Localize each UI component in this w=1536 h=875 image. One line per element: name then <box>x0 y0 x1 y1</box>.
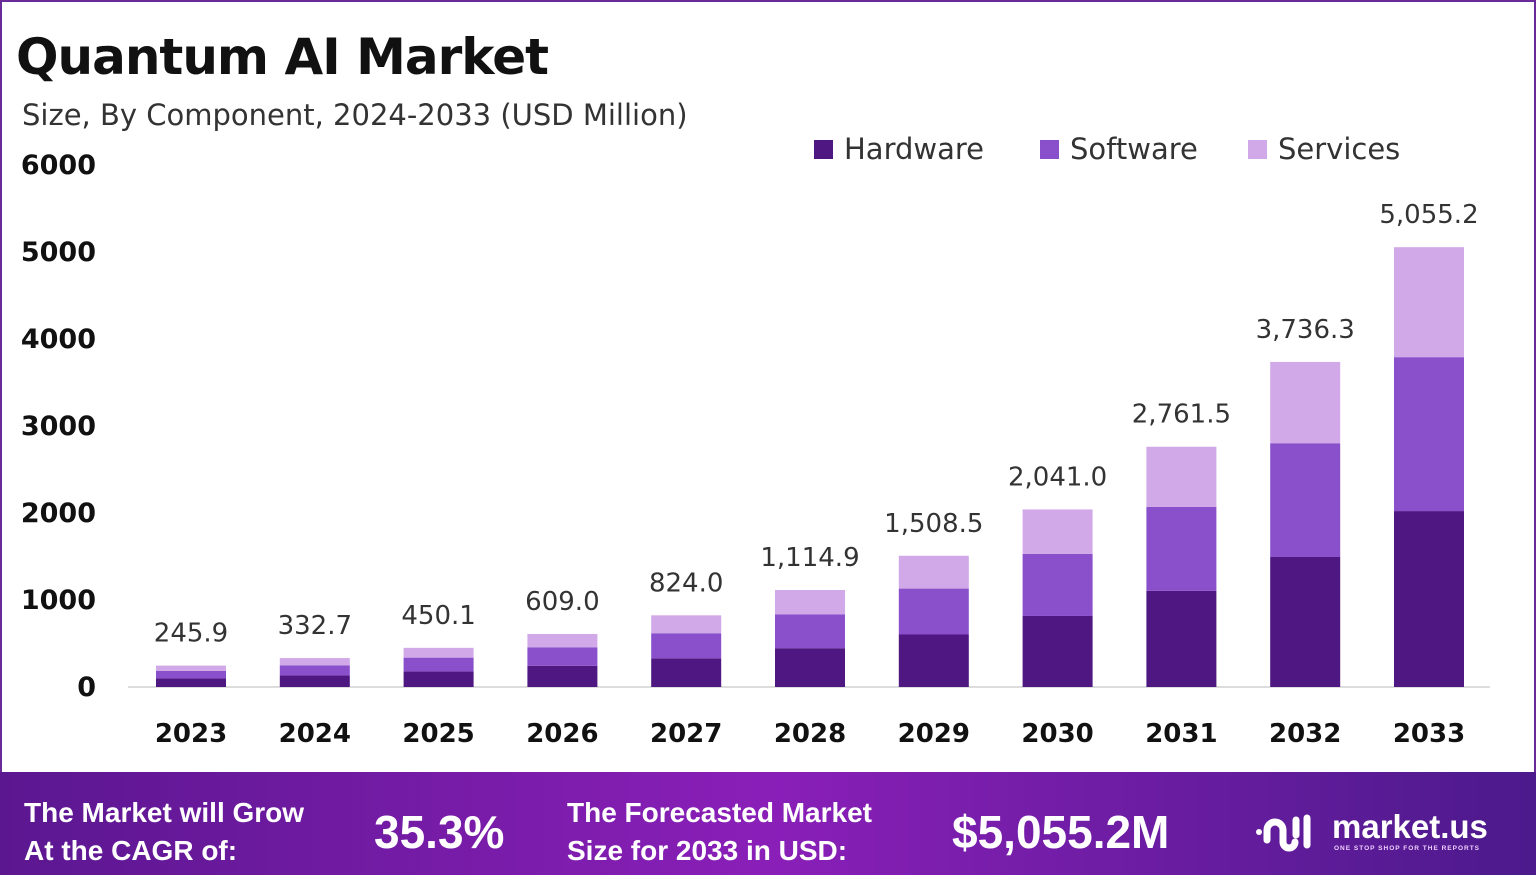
bar-segment-hardware-2024 <box>279 675 350 687</box>
x-tick-label: 2031 <box>1145 719 1217 749</box>
bar-segment-services-2032 <box>1270 361 1341 444</box>
bar-segment-services-2031 <box>1146 446 1217 507</box>
bar-segment-software-2023 <box>156 670 226 679</box>
x-axis: 2023 2024 2025 2026 2027 2028 2029 2030 2031 2032… <box>155 719 1465 749</box>
data-label-total: 1,114.9 <box>760 543 859 573</box>
cagr-label-line1: The Market will Grow <box>24 797 304 828</box>
data-label-total: 2,041.0 <box>1008 462 1107 492</box>
data-label-total: 3,736.3 <box>1256 315 1355 345</box>
legend-label: Hardware <box>844 132 984 166</box>
market-us-logo: market.us ONE STOP SHOP FOR THE REPORTS <box>1256 808 1488 852</box>
x-tick-label: 2032 <box>1269 719 1341 749</box>
y-tick-label: 0 <box>77 672 96 703</box>
bar-segment-software-2033 <box>1394 357 1464 512</box>
forecast-value: $5,055.2M <box>952 806 1169 858</box>
bar-segment-services-2029 <box>898 555 969 589</box>
data-label-total: 824.0 <box>649 568 723 598</box>
bar-segment-software-2031 <box>1146 506 1217 591</box>
legend-item-software: Software <box>1040 132 1198 166</box>
bar-segment-software-2027 <box>651 633 722 659</box>
x-tick-label: 2028 <box>774 719 846 749</box>
bars: 245.9 332.7 450.1 609.0 824.0 1,114.9 1,508.5 2… <box>154 200 1479 687</box>
data-label-total: 1,508.5 <box>884 509 983 539</box>
legend-item-services: Services <box>1248 132 1400 166</box>
bar-segment-hardware-2027 <box>651 658 722 687</box>
legend-swatch <box>1040 140 1059 159</box>
bar-segment-services-2025 <box>403 647 474 658</box>
bar-segment-hardware-2033 <box>1394 511 1464 687</box>
cagr-value: 35.3% <box>374 806 504 858</box>
footer-banner: The Market will Grow At the CAGR of: 35.… <box>0 772 1536 875</box>
chart-subtitle: Size, By Component, 2024-2033 (USD Milli… <box>22 98 688 132</box>
bar-segment-software-2026 <box>527 647 598 666</box>
y-tick-label: 4000 <box>21 324 96 355</box>
bar-segment-hardware-2023 <box>156 678 226 687</box>
y-axis: 0 1000 2000 3000 4000 5000 6000 <box>21 150 96 703</box>
logo-text: market.us <box>1332 808 1488 845</box>
data-label-total: 609.0 <box>525 587 599 617</box>
bar-segment-hardware-2025 <box>403 671 474 687</box>
chart-title: Quantum AI Market <box>16 28 548 86</box>
bar-segment-hardware-2029 <box>898 634 969 687</box>
bar-segment-hardware-2030 <box>1022 615 1093 687</box>
bar-segment-services-2024 <box>279 658 350 666</box>
data-label-total: 450.1 <box>401 601 475 631</box>
x-tick-label: 2026 <box>526 719 598 749</box>
bar-segment-services-2026 <box>527 634 598 648</box>
forecast-label-line1: The Forecasted Market <box>567 797 872 828</box>
cagr-label-line2: At the CAGR of: <box>24 835 237 866</box>
bar-segment-software-2029 <box>898 588 969 635</box>
x-tick-label: 2030 <box>1021 719 1093 749</box>
data-label-total: 245.9 <box>154 619 228 649</box>
legend-label: Software <box>1070 132 1198 166</box>
legend-item-hardware: Hardware <box>814 132 984 166</box>
bar-segment-hardware-2031 <box>1146 590 1217 687</box>
x-tick-label: 2027 <box>650 719 722 749</box>
bar-segment-software-2030 <box>1022 553 1093 616</box>
y-tick-label: 6000 <box>21 150 96 181</box>
forecast-label-line2: Size for 2033 in USD: <box>567 835 847 866</box>
y-tick-label: 5000 <box>21 237 96 268</box>
legend-swatch <box>1248 140 1267 159</box>
data-label-total: 2,761.5 <box>1132 400 1231 430</box>
y-tick-label: 3000 <box>21 411 96 442</box>
bar-segment-software-2024 <box>279 665 350 676</box>
bar-segment-hardware-2028 <box>775 648 845 687</box>
legend: Hardware Software Services <box>814 132 1400 166</box>
bar-segment-software-2032 <box>1270 443 1341 557</box>
data-label-total: 5,055.2 <box>1379 200 1478 230</box>
y-tick-label: 2000 <box>21 498 96 529</box>
bar-segment-software-2028 <box>775 614 845 649</box>
bar-segment-services-2027 <box>651 615 722 634</box>
bar-segment-software-2025 <box>403 657 474 672</box>
bar-segment-services-2023 <box>156 665 226 671</box>
logo-tagline: ONE STOP SHOP FOR THE REPORTS <box>1334 845 1480 852</box>
x-tick-label: 2029 <box>898 719 970 749</box>
y-tick-label: 1000 <box>21 585 96 616</box>
data-label-total: 332.7 <box>278 611 352 641</box>
bar-segment-hardware-2026 <box>527 665 598 687</box>
legend-label: Services <box>1278 132 1400 166</box>
x-tick-label: 2033 <box>1393 719 1465 749</box>
bar-segment-hardware-2032 <box>1270 556 1341 687</box>
bar-segment-services-2033 <box>1394 247 1464 358</box>
x-tick-label: 2025 <box>402 719 474 749</box>
x-tick-label: 2023 <box>155 719 227 749</box>
bar-segment-services-2030 <box>1022 509 1093 554</box>
logo-mark-icon <box>1256 814 1311 852</box>
bar-segment-services-2028 <box>775 590 845 615</box>
x-tick-label: 2024 <box>279 719 351 749</box>
legend-swatch <box>814 140 833 159</box>
